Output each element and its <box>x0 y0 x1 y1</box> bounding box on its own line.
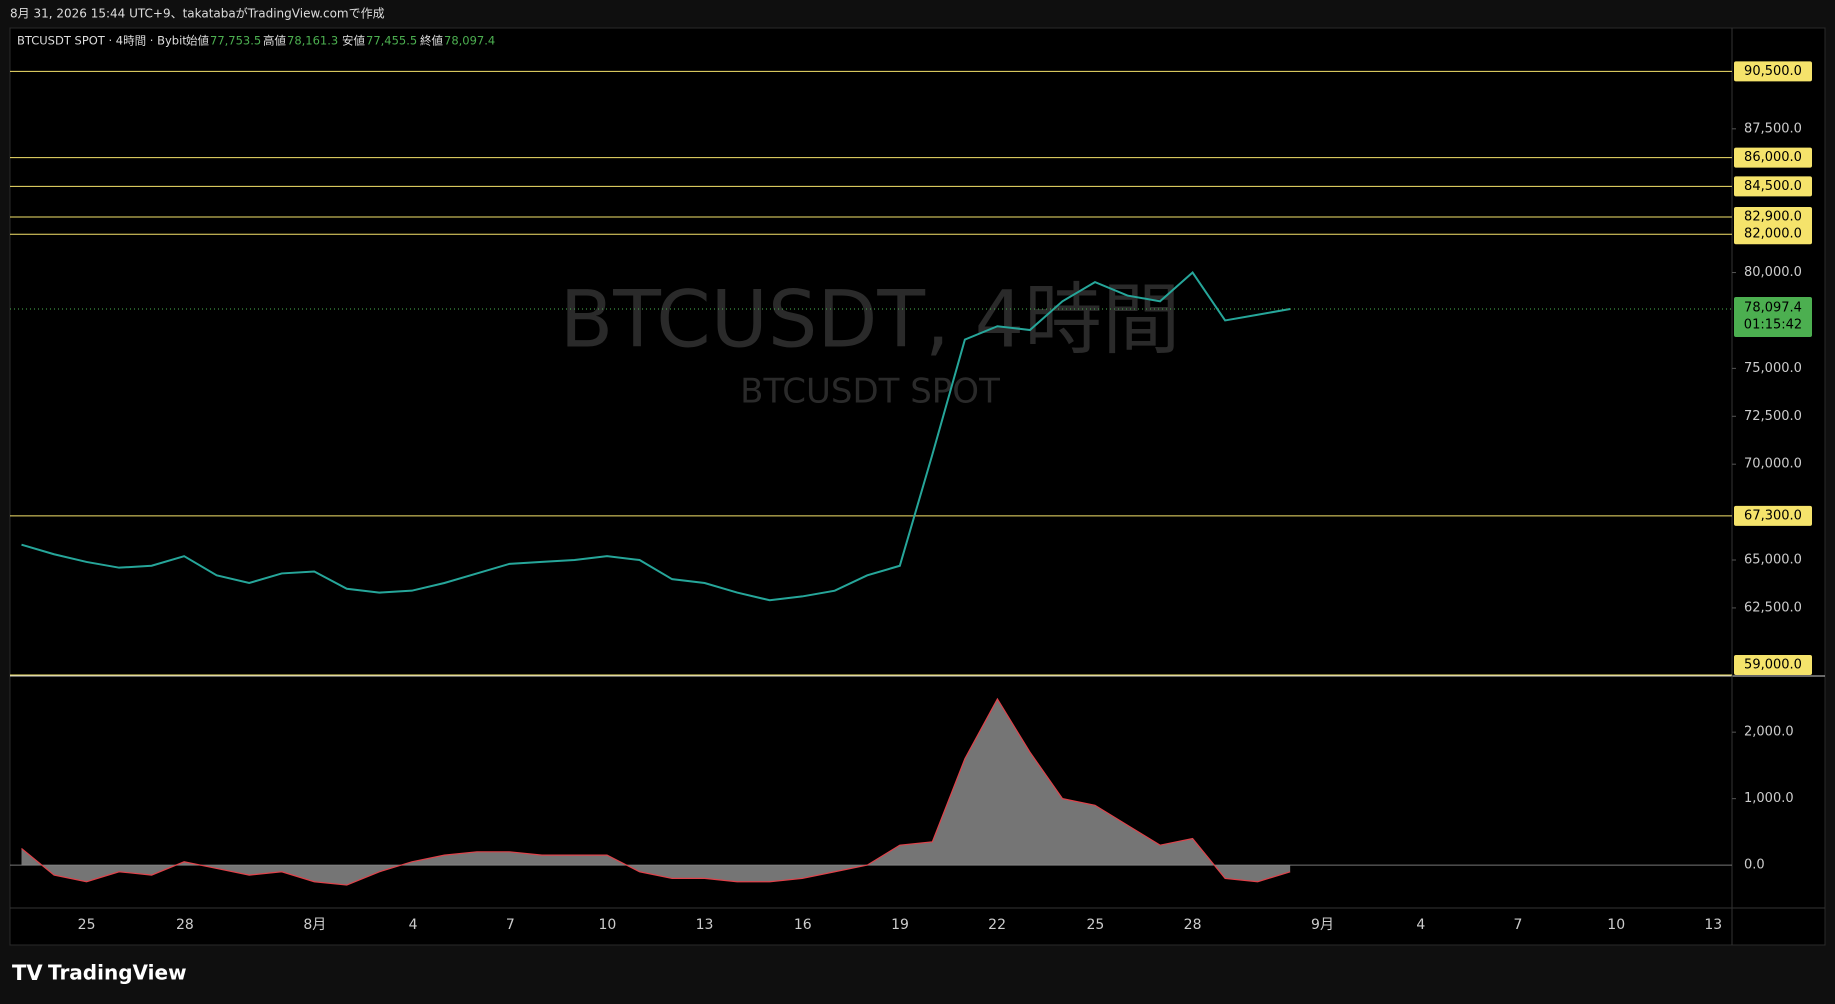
watermark-title: BTCUSDT, 4時間 <box>560 275 1181 365</box>
x-tick-label: 4 <box>1416 917 1425 933</box>
low-label: 安値 <box>342 34 365 48</box>
level-label-box <box>1734 224 1812 245</box>
y-tick-label: 80,000.0 <box>1744 265 1802 280</box>
y-tick-label: 75,000.0 <box>1744 361 1802 376</box>
open-label: 始値 <box>186 34 209 48</box>
y-tick-label: 70,000.0 <box>1744 457 1802 472</box>
x-tick-label: 28 <box>1184 917 1202 933</box>
low-value: 77,455.5 <box>366 34 417 48</box>
level-label: 82,000.0 <box>1744 227 1802 242</box>
y-tick-label: 72,500.0 <box>1744 409 1802 424</box>
close-label: 終値 <box>420 34 443 48</box>
x-tick-label: 4 <box>409 917 418 933</box>
x-tick-label: 28 <box>176 917 194 933</box>
price-line <box>21 271 1291 602</box>
y-tick-label: 65,000.0 <box>1744 553 1802 568</box>
oscillator-line <box>21 697 1291 886</box>
y-tick-label: 62,500.0 <box>1744 600 1802 615</box>
countdown: 01:15:42 <box>1744 318 1802 333</box>
x-tick-label: 13 <box>1704 917 1722 933</box>
level-label: 86,000.0 <box>1744 150 1802 165</box>
brand-logo: TV <box>12 961 43 985</box>
last-price-label: 78,097.4 <box>1744 301 1802 316</box>
caption: 8月 31, 2026 15:44 UTC+9、takatabaがTrading… <box>10 6 385 21</box>
y-tick-label: 0.0 <box>1744 858 1765 873</box>
x-tick-label: 9月 <box>1311 917 1334 933</box>
y-tick-label: 2,000.0 <box>1744 725 1794 740</box>
level-label-box <box>1734 505 1812 526</box>
level-label: 59,000.0 <box>1744 658 1802 673</box>
high-label: 高値 <box>263 34 286 48</box>
x-tick-label: 22 <box>988 917 1006 933</box>
x-tick-label: 19 <box>891 917 909 933</box>
x-tick-label: 10 <box>598 917 616 933</box>
level-label: 67,300.0 <box>1744 508 1802 523</box>
x-tick-label: 7 <box>1514 917 1523 933</box>
close-value: 78,097.4 <box>444 34 495 48</box>
brand-name: TradingView <box>48 961 187 985</box>
chart-frame <box>9 27 1826 946</box>
x-tick-label: 7 <box>506 917 515 933</box>
legend: BTCUSDT SPOT · 4時間 · Bybit 始値 77,753.5 高… <box>17 34 495 48</box>
level-label-box <box>1734 61 1812 82</box>
high-value: 78,161.3 <box>287 34 338 48</box>
level-label-box <box>1734 147 1812 168</box>
y-tick-label: 87,500.0 <box>1744 121 1802 136</box>
y-tick-label: 1,000.0 <box>1744 791 1794 806</box>
oscillator-area <box>21 698 1291 886</box>
level-label: 82,900.0 <box>1744 209 1802 224</box>
brand: TV TradingView <box>12 961 187 986</box>
level-label: 84,500.0 <box>1744 179 1802 194</box>
symbol: BTCUSDT SPOT · 4時間 · Bybit <box>17 34 187 48</box>
x-tick-label: 25 <box>78 917 96 933</box>
watermark-subtitle: BTCUSDT SPOT <box>740 372 1000 412</box>
open-value: 77,753.5 <box>210 34 261 48</box>
level-label: 90,500.0 <box>1744 64 1802 79</box>
x-tick-label: 16 <box>794 917 812 933</box>
last-price-box <box>1734 297 1812 338</box>
level-label-box <box>1734 206 1812 227</box>
level-label-box <box>1734 655 1812 675</box>
x-tick-label: 13 <box>696 917 714 933</box>
x-tick-label: 25 <box>1086 917 1104 933</box>
level-label-box <box>1734 176 1812 197</box>
x-tick-label: 10 <box>1607 917 1625 933</box>
x-tick-label: 8月 <box>303 917 326 933</box>
